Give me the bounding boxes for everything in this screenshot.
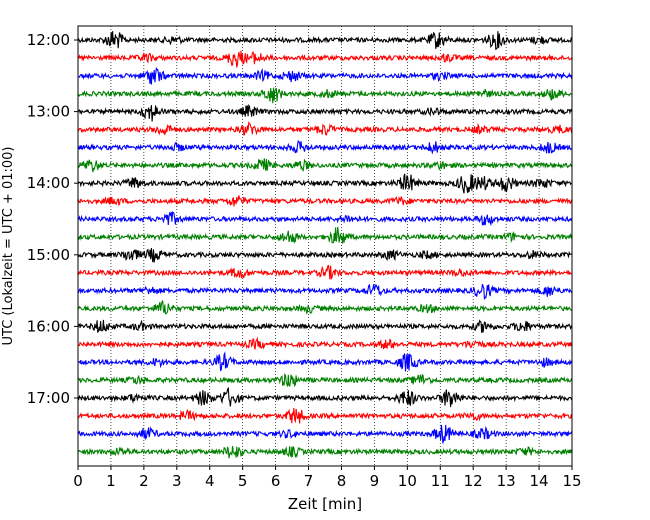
- trace-row-1615: [77, 336, 573, 350]
- x-tick-label: 0: [73, 472, 83, 490]
- x-tick-label: 9: [370, 472, 380, 490]
- trace-row-1400: [77, 173, 573, 194]
- trace-row-1745: [77, 445, 573, 459]
- trace-row-1230: [77, 66, 573, 85]
- trace-row-1300: [77, 103, 573, 122]
- x-tick-label: 5: [238, 472, 248, 490]
- trace-row-1245: [77, 87, 573, 104]
- y-tick-label: 16:00: [27, 317, 70, 335]
- trace-row-1430: [77, 211, 573, 227]
- trace-row-1415: [77, 195, 573, 207]
- x-axis-ticks: 0 1 2 3 4 5 6 7 8 9 10 11 12 13 14 15: [73, 466, 582, 490]
- trace-row-1700: [77, 386, 573, 408]
- trace-row-1345: [77, 158, 573, 173]
- x-tick-label: 11: [431, 472, 450, 490]
- trace-row-1330: [77, 140, 573, 155]
- x-tick-label: 12: [464, 472, 483, 490]
- grid-lines: [110, 26, 540, 466]
- trace-row-1515: [77, 264, 573, 280]
- x-tick-label: 3: [172, 472, 182, 490]
- x-axis-label: Zeit [min]: [288, 495, 362, 513]
- trace-row-1500: [77, 247, 573, 263]
- trace-row-1215: [77, 50, 573, 68]
- x-tick-label: 4: [205, 472, 215, 490]
- x-tick-label: 8: [337, 472, 347, 490]
- y-tick-label: 15:00: [27, 246, 70, 264]
- x-tick-label: 6: [271, 472, 281, 490]
- trace-row-1445: [77, 226, 573, 244]
- y-tick-label: 17:00: [27, 389, 70, 407]
- trace-row-1530: [77, 283, 573, 300]
- x-tick-label: 15: [562, 472, 581, 490]
- trace-row-1630: [77, 351, 573, 372]
- y-axis-ticks: 12:00 13:00 14:00 15:00 16:00 17:00: [27, 31, 78, 407]
- x-tick-label: 13: [497, 472, 516, 490]
- trace-row-1545: [78, 300, 573, 315]
- trace-row-1715: [77, 407, 573, 424]
- trace-row-1600: [77, 319, 573, 334]
- y-tick-label: 13:00: [27, 103, 70, 121]
- x-tick-label: 2: [139, 472, 149, 490]
- y-tick-label: 12:00: [27, 31, 70, 49]
- trace-rows: [77, 31, 573, 459]
- trace-row-1315: [77, 121, 573, 136]
- x-tick-label: 7: [304, 472, 314, 490]
- y-tick-label: 14:00: [27, 174, 70, 192]
- x-tick-label: 1: [106, 472, 116, 490]
- plot-frame: [77, 25, 573, 467]
- trace-row-1200: [77, 31, 572, 51]
- trace-row-1645: [77, 372, 573, 388]
- y-axis-label: UTC (Lokalzeit = UTC + 01:00): [1, 147, 16, 346]
- trace-row-1730: [77, 424, 573, 444]
- x-tick-label: 14: [530, 472, 549, 490]
- x-tick-label: 10: [398, 472, 417, 490]
